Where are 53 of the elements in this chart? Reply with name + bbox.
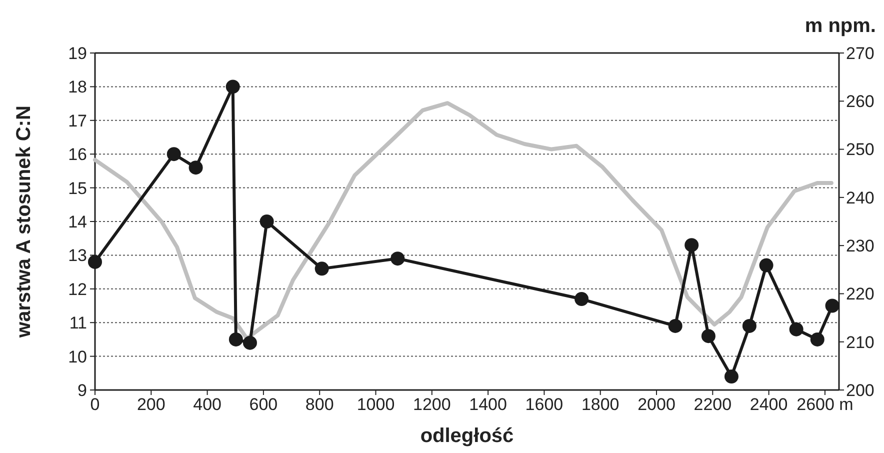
x-tick-label: 800 bbox=[305, 395, 334, 414]
y2-tick-label: 250 bbox=[846, 140, 874, 160]
point bbox=[314, 262, 329, 276]
y-axis-title: warstwa A stosunek C:N bbox=[13, 106, 35, 338]
y2-tick-label: 240 bbox=[846, 188, 874, 208]
point bbox=[390, 252, 405, 266]
y-tick-label: 12 bbox=[68, 280, 87, 299]
y2-tick-label: 270 bbox=[846, 44, 874, 63]
point bbox=[759, 258, 774, 272]
y-tick-label: 15 bbox=[68, 178, 87, 198]
x-tick-label: 0 bbox=[90, 395, 100, 414]
point bbox=[742, 318, 756, 333]
y2-tick-label: 230 bbox=[846, 236, 874, 256]
x-tick-label: 2400 bbox=[750, 395, 788, 414]
x-axis-title: odległość bbox=[420, 425, 514, 447]
y-tick-label: 18 bbox=[68, 78, 87, 97]
point bbox=[260, 214, 274, 228]
point bbox=[166, 147, 181, 162]
x-tick-label: 600 bbox=[249, 395, 278, 414]
x-tick-label: 1800 bbox=[581, 395, 620, 414]
point bbox=[684, 238, 699, 252]
x-tick-label: 400 bbox=[193, 395, 222, 414]
y-tick-label: 13 bbox=[68, 246, 87, 266]
y-tick-label: 16 bbox=[68, 145, 87, 164]
x-tick-label: 2000 bbox=[638, 395, 676, 414]
point bbox=[242, 336, 257, 350]
y-tick-label: 10 bbox=[68, 347, 87, 366]
point bbox=[574, 292, 589, 306]
point bbox=[825, 298, 840, 313]
y-tick-label: 14 bbox=[68, 212, 87, 232]
x-tick-label: 2200 bbox=[694, 395, 732, 414]
x-tick-label: 1600 bbox=[525, 395, 564, 414]
point bbox=[668, 318, 682, 333]
y2-tick-label: 260 bbox=[846, 92, 874, 112]
x-tick-label: 1000 bbox=[356, 395, 395, 414]
y-tick-label: 9 bbox=[78, 380, 87, 400]
y-tick-label: 19 bbox=[68, 44, 87, 63]
point bbox=[724, 370, 738, 384]
point bbox=[789, 322, 804, 336]
point bbox=[810, 332, 824, 346]
point bbox=[226, 80, 240, 94]
point bbox=[701, 329, 716, 344]
point bbox=[228, 332, 243, 346]
y2-axis-title: m npm. bbox=[804, 15, 876, 37]
x-tick-label: 1200 bbox=[412, 395, 451, 414]
y-tick-label: 11 bbox=[69, 314, 87, 333]
x-tick-label: 200 bbox=[136, 395, 166, 414]
y-tick-label: 17 bbox=[68, 111, 87, 130]
point bbox=[88, 254, 102, 269]
x-tick-label: 1400 bbox=[469, 395, 507, 414]
y2-tick-label: 220 bbox=[846, 284, 874, 304]
y2-tick-label: 210 bbox=[846, 332, 874, 352]
point bbox=[188, 160, 203, 175]
